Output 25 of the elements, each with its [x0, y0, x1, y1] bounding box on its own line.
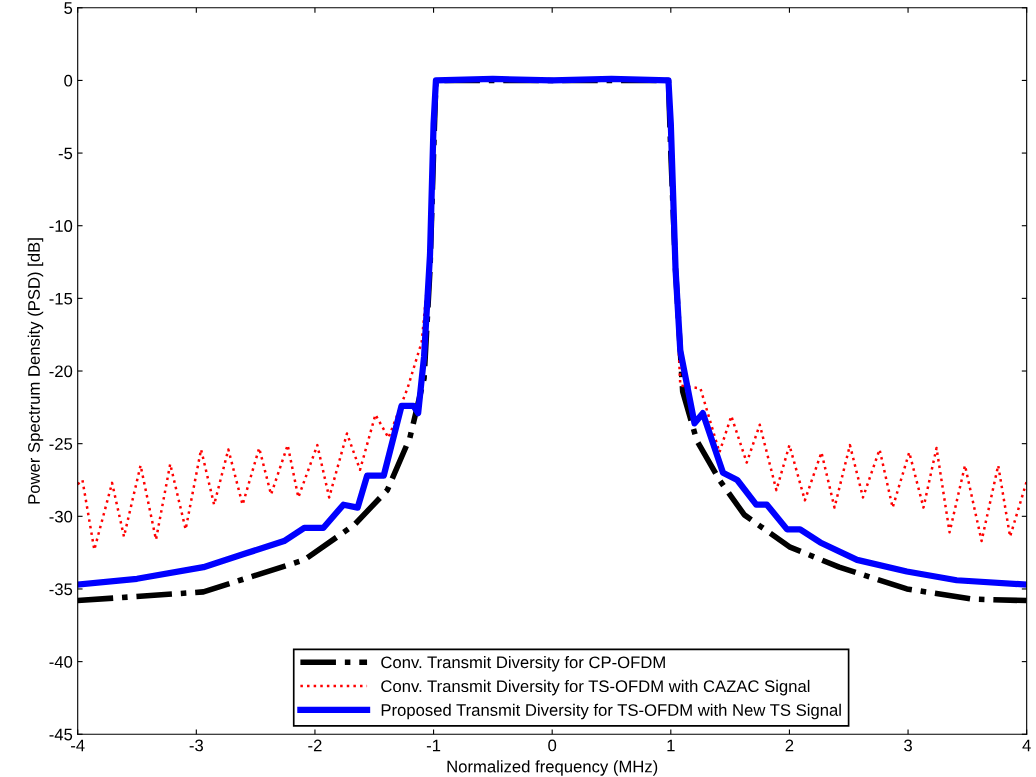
y-tick-label: -5 [58, 147, 73, 160]
legend-label: Conv. Transmit Diversity for CP-OFDM [381, 655, 665, 672]
y-tick-label: 0 [64, 74, 73, 87]
x-axis-title: Normalized frequency (MHz) [447, 760, 658, 776]
x-tick-label: -3 [189, 739, 203, 752]
x-tick-label: 2 [785, 739, 794, 752]
x-tick-label: -1 [426, 739, 441, 752]
legend-label: Proposed Transmit Diversity for TS-OFDM with New TS Signal [381, 703, 841, 720]
y-tick-label: 5 [64, 2, 73, 14]
x-tick-label: 1 [667, 739, 675, 752]
x-tick-label: -2 [308, 739, 322, 752]
y-tick-label: -45 [49, 728, 73, 741]
y-tick-label: -40 [49, 656, 73, 668]
y-tick-label: -15 [49, 292, 73, 305]
x-tick-label: 3 [904, 739, 912, 752]
y-tick-label: -10 [49, 220, 73, 232]
legend-label: Conv. Transmit Diversity for TS-OFDM with CAZAC Signal [381, 679, 810, 696]
y-tick-label: -25 [49, 438, 73, 450]
y-tick-label: -35 [49, 583, 73, 596]
y-axis-title: Power Spectrum Density (PSD) [dB] [27, 238, 44, 504]
y-tick-label: -20 [49, 365, 73, 378]
x-tick-label: 4 [1022, 739, 1031, 752]
y-tick-label: -30 [49, 510, 73, 523]
x-tick-label: -4 [71, 739, 85, 752]
x-tick-label: 0 [548, 739, 557, 752]
